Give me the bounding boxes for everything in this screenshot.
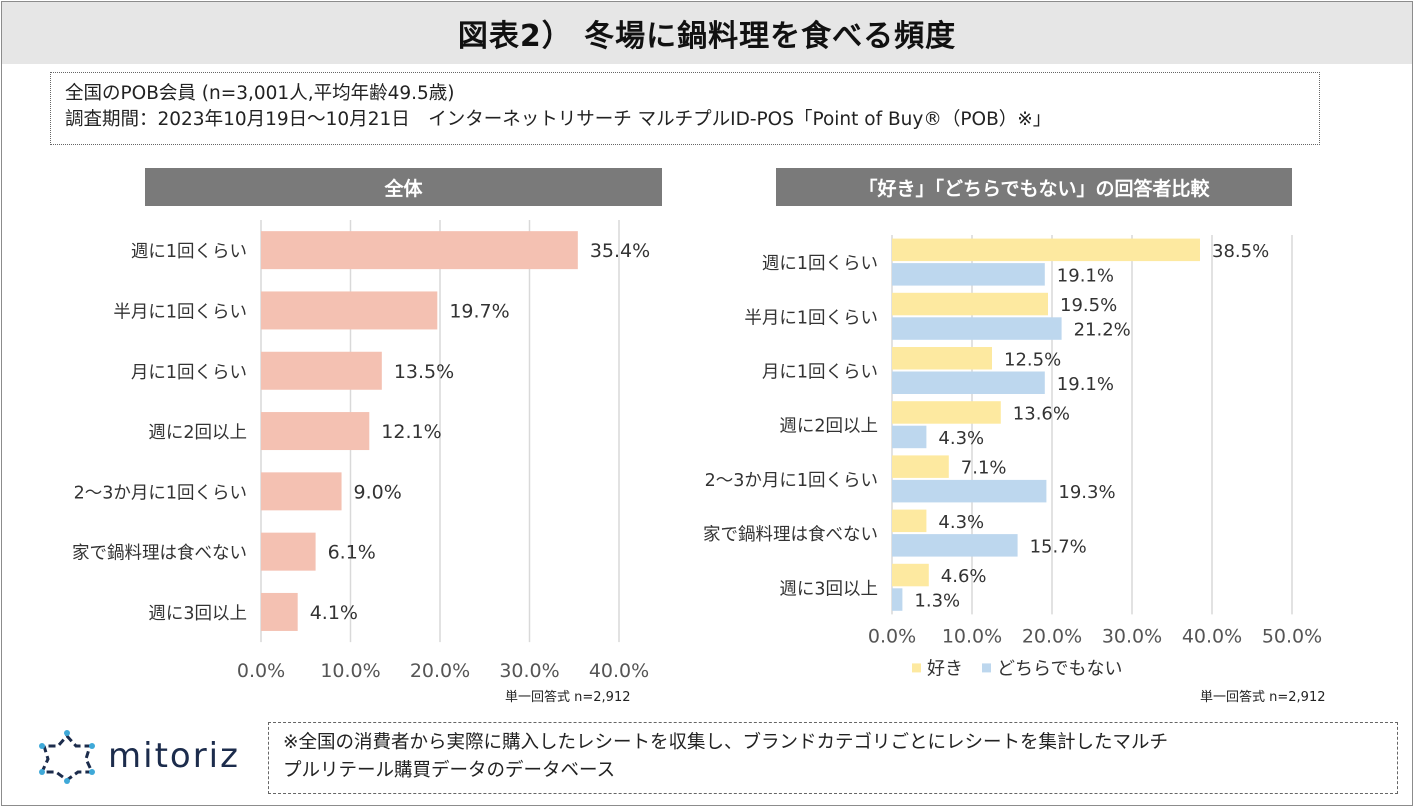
figure-title: 図表2） 冬場に鍋料理を食べる頻度 (457, 19, 957, 54)
bar-neutral (892, 479, 1047, 503)
bar-like (892, 563, 929, 587)
bar-like (892, 509, 927, 533)
bar (261, 592, 298, 631)
x-tick-label: 30.0% (499, 660, 559, 680)
x-tick-label: 0.0% (868, 625, 916, 647)
data-label: 13.6% (1013, 403, 1070, 424)
logo-text: mitoriz (108, 736, 240, 776)
bar (261, 472, 342, 511)
category-label: 週に1回くらい (762, 254, 878, 274)
category-label: 週に3回以上 (148, 604, 247, 624)
category-label: 半月に1回くらい (744, 308, 878, 328)
data-label: 4.1% (310, 602, 358, 624)
right-sample-note: 単一回答式 n=2,912 (1200, 690, 1326, 705)
bar (261, 231, 578, 270)
survey-info-box: 全国のPOB会員 (n=3,001人,平均年齢49.5歳) 調査期間：2023年… (50, 72, 1320, 145)
footnote-line-2: プルリテール購買データのデータベース (283, 760, 616, 781)
category-label: 家で鍋料理は食べない (72, 544, 247, 564)
data-label: 1.3% (914, 591, 960, 612)
data-label: 38.5% (1212, 241, 1269, 262)
data-label: 9.0% (354, 481, 402, 503)
data-label: 4.6% (941, 566, 987, 587)
data-label: 19.1% (1057, 265, 1114, 286)
x-tick-label: 10.0% (320, 660, 380, 680)
category-label: 週に3回以上 (779, 579, 878, 599)
bar-neutral (892, 534, 1018, 557)
category-label: 半月に1回くらい (113, 302, 247, 322)
bar-like (892, 401, 1001, 424)
bar-neutral (892, 263, 1045, 286)
bar-neutral (892, 371, 1045, 394)
data-label: 19.1% (1057, 374, 1114, 395)
survey-info-line-1: 全国のPOB会員 (n=3,001人,平均年齢49.5歳) (65, 83, 455, 104)
x-tick-label: 30.0% (1102, 625, 1162, 647)
title-bar: 図表2） 冬場に鍋料理を食べる頻度 (2, 2, 1412, 64)
bar-like (892, 455, 949, 478)
left-sample-note: 単一回答式 n=2,912 (505, 690, 631, 705)
data-label: 15.7% (1030, 536, 1087, 557)
data-label: 19.7% (449, 300, 509, 322)
category-label: 2～3か月に1回くらい (705, 471, 878, 491)
x-tick-label: 20.0% (1022, 625, 1082, 647)
left-panel-header: 全体 (145, 168, 662, 206)
data-label: 19.5% (1060, 295, 1117, 316)
data-label: 35.4% (590, 240, 650, 262)
x-tick-label: 40.0% (589, 660, 649, 680)
legend-label: どちらでもない (997, 658, 1122, 679)
footnote-box: ※全国の消費者から実際に購入したレシートを収集し、ブランドカテゴリごとにレシート… (268, 722, 1398, 794)
data-label: 7.1% (961, 458, 1007, 479)
overall-bar-chart: 0.0% 10.0% 20.0% 30.0% 40.0% 週に1回くらい 35.4% 半月に1… (72, 220, 650, 680)
data-label: 6.1% (328, 542, 376, 564)
bar (261, 412, 370, 451)
data-label: 19.3% (1058, 482, 1115, 503)
bar-neutral (892, 317, 1062, 340)
x-tick-label: 50.0% (1262, 625, 1322, 647)
x-tick-label: 20.0% (410, 660, 470, 680)
legend-swatch (982, 663, 991, 673)
mitoriz-logo: mitoriz (36, 728, 240, 784)
logo-mark-icon (39, 730, 95, 784)
bar-neutral (892, 588, 903, 611)
data-label: 12.5% (1004, 349, 1061, 370)
data-label: 13.5% (394, 361, 454, 383)
data-label: 21.2% (1074, 320, 1131, 341)
x-tick-label: 40.0% (1182, 625, 1242, 647)
data-label: 12.1% (381, 421, 441, 443)
category-label: 2～3か月に1回くらい (74, 483, 247, 503)
category-label: 週に2回以上 (779, 417, 878, 437)
category-label: 月に1回くらい (762, 363, 878, 383)
bar-like (892, 347, 992, 370)
left-panel-title: 全体 (384, 177, 423, 200)
x-tick-label: 0.0% (237, 660, 285, 680)
bar-like (892, 238, 1200, 262)
legend-swatch (912, 663, 921, 673)
bar (261, 351, 382, 390)
data-label: 4.3% (938, 512, 984, 533)
bar (261, 291, 438, 330)
category-label: 週に2回以上 (148, 423, 247, 443)
x-tick-label: 10.0% (942, 625, 1002, 647)
bar-neutral (892, 425, 927, 449)
bar-like (892, 292, 1048, 316)
category-label: 週に1回くらい (131, 242, 247, 262)
category-label: 家で鍋料理は食べない (703, 525, 878, 545)
footnote-line-1: ※全国の消費者から実際に購入したレシートを収集し、ブランドカテゴリごとにレシート… (283, 732, 1169, 753)
data-label: 4.3% (938, 428, 984, 449)
bar (261, 532, 316, 571)
right-panel-header: 「好き」「どちらでもない」の回答者比較 (776, 168, 1292, 206)
survey-info-line-2: 調査期間：2023年10月19日～10月21日 インターネットリサーチ マルチプ… (65, 109, 1052, 130)
comparison-bar-chart: 0.0% 10.0% 20.0% 30.0% 40.0% 50.0% 週に1回くらい 38.5… (703, 235, 1322, 679)
category-label: 月に1回くらい (131, 363, 247, 383)
legend-label: 好き (927, 658, 963, 679)
right-panel-title: 「好き」「どちらでもない」の回答者比較 (858, 177, 1210, 200)
